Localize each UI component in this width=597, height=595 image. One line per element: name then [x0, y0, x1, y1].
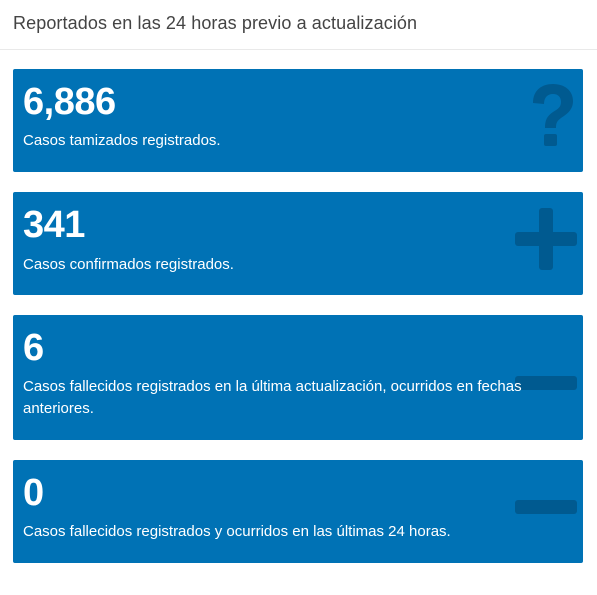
stat-card-screened: 6,886 Casos tamizados registrados. — [13, 69, 583, 172]
minus-icon — [515, 376, 577, 390]
panel-header: Reportados en las 24 horas previo a actu… — [0, 0, 597, 50]
stat-card-confirmed: 341 Casos confirmados registrados. — [13, 192, 583, 295]
stat-number: 0 — [23, 472, 44, 514]
stat-description: Casos tamizados registrados. — [23, 132, 221, 149]
question-icon — [527, 81, 577, 151]
stat-description: Casos fallecidos registrados y ocurridos… — [23, 523, 451, 540]
panel-title: Reportados en las 24 horas previo a actu… — [13, 13, 418, 33]
stat-number: 6 — [23, 327, 44, 369]
stat-card-deaths-previous: 6 Casos fallecidos registrados en la últ… — [13, 315, 583, 440]
stat-card-deaths-24h: 0 Casos fallecidos registrados y ocurrid… — [13, 460, 583, 563]
stat-number: 6,886 — [23, 81, 116, 123]
minus-icon — [515, 500, 577, 514]
stat-description: Casos fallecidos registrados en la últim… — [23, 378, 522, 417]
stat-description: Casos confirmados registrados. — [23, 256, 234, 273]
plus-icon — [515, 208, 577, 270]
stat-number: 341 — [23, 204, 85, 246]
